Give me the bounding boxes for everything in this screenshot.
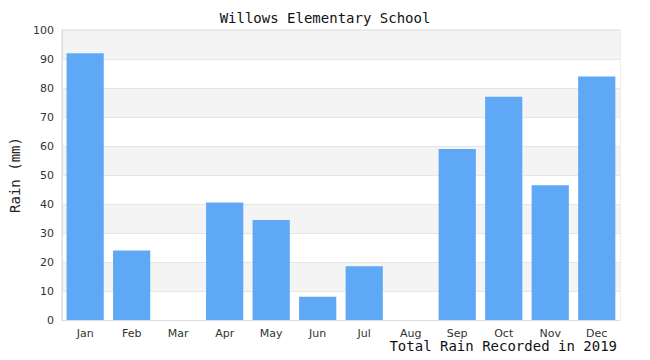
svg-text:10: 10 [40,285,54,298]
svg-text:100: 100 [33,24,54,37]
svg-text:Jul: Jul [357,327,371,340]
svg-text:Rain (mm): Rain (mm) [7,137,23,213]
svg-text:80: 80 [40,82,54,95]
svg-text:Sep: Sep [446,327,468,340]
svg-text:Oct: Oct [494,327,514,340]
svg-text:Total Rain Recorded in 2019: Total Rain Recorded in 2019 [389,338,617,354]
svg-text:Apr: Apr [215,327,235,340]
svg-text:Mar: Mar [168,327,189,340]
svg-text:Dec: Dec [586,327,608,340]
svg-text:70: 70 [40,111,54,124]
svg-text:90: 90 [40,53,54,66]
svg-text:Aug: Aug [400,327,422,340]
svg-text:20: 20 [40,256,54,269]
svg-text:0: 0 [47,314,54,327]
svg-text:May: May [260,327,283,340]
svg-text:60: 60 [40,140,54,153]
svg-text:Willows Elementary School: Willows Elementary School [220,10,431,26]
svg-text:40: 40 [40,198,54,211]
svg-text:Feb: Feb [122,327,141,340]
svg-text:30: 30 [40,227,54,240]
svg-text:50: 50 [40,169,54,182]
svg-text:Nov: Nov [539,327,561,340]
svg-text:Jun: Jun [308,327,326,340]
svg-text:Jan: Jan [76,327,94,340]
